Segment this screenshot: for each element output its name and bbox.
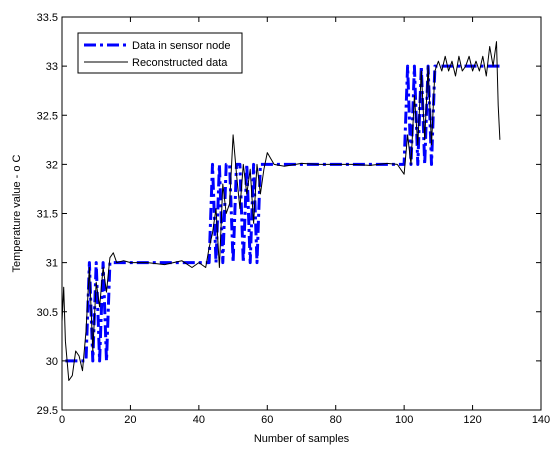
axis-ticks: 0 20 40 60 80 100 120 140 29.5 30 30.5 31 31.5 32 32.5… [37,12,551,426]
series-group [61,41,501,381]
legend: Data in sensor node Reconstructed data [77,32,243,74]
plot-area [61,16,542,411]
x-tick-label: 40 [193,414,205,426]
y-tick-label: 30.5 [37,307,58,319]
y-tick-label: 30 [46,356,58,368]
x-tick-label: 100 [395,414,413,426]
series-line-reconstructed-data [61,41,501,381]
y-tick-label: 31 [46,258,58,270]
x-tick-label: 20 [124,414,136,426]
y-tick-label: 29.5 [37,405,58,417]
x-tick-label: 60 [261,414,273,426]
x-tick-label: 140 [532,414,550,426]
legend-label-data-in-sensor-node: Data in sensor node [132,40,230,52]
y-tick-label: 32.5 [37,110,58,122]
y-tick-label: 33.5 [37,12,58,24]
y-tick-label: 33 [46,61,58,73]
series-line-data-in-sensor-node [65,64,500,363]
y-axis-label: Temperature value - o C [11,154,23,272]
legend-label-reconstructed-data: Reconstructed data [132,57,228,69]
y-tick-label: 32 [46,159,58,171]
x-tick-label: 120 [463,414,481,426]
x-tick-label: 0 [59,414,65,426]
x-axis-label: Number of samples [254,433,350,445]
legend-box [77,32,243,74]
x-tick-label: 80 [330,414,342,426]
y-tick-label: 31.5 [37,209,58,221]
